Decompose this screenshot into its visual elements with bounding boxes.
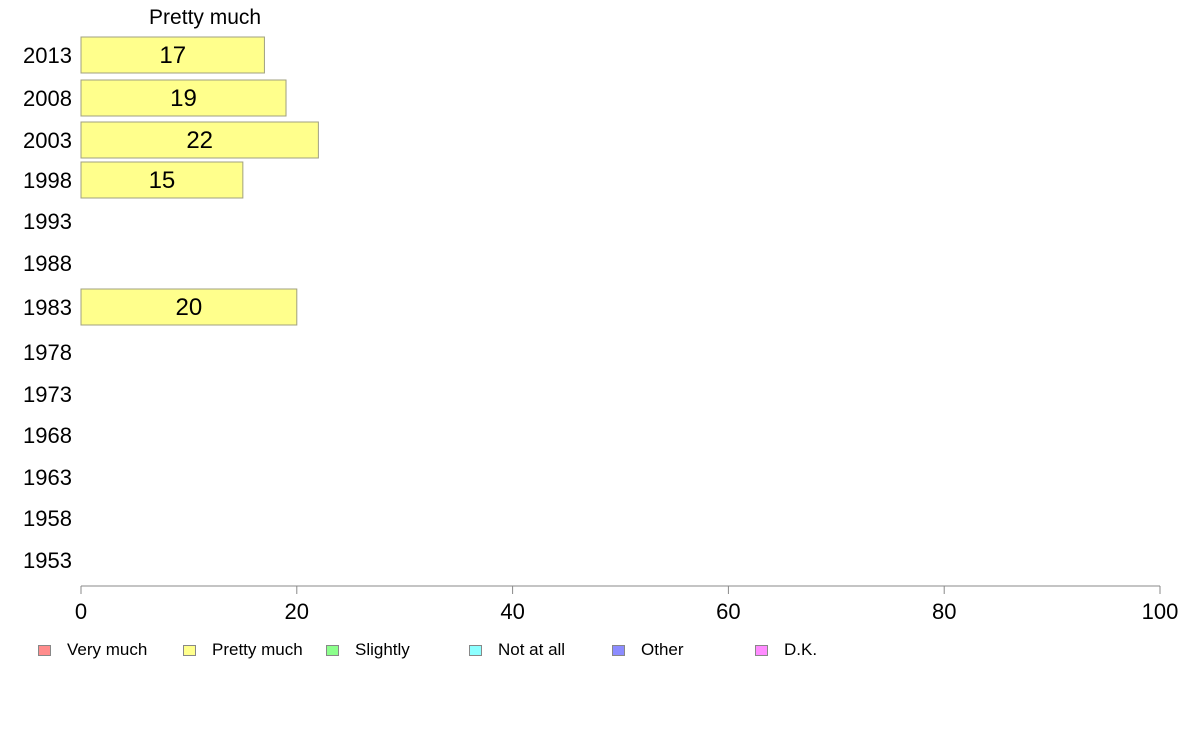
category-label: 1968 <box>23 423 72 448</box>
bar-chart-svg: 2013 2008 2003 1998 1993 1988 1983 1978 1973 1968… <box>23 36 1179 624</box>
x-tick-label: 40 <box>500 599 524 624</box>
legend-item: Not at all <box>469 636 565 664</box>
bar <box>80 161 244 199</box>
legend-swatch <box>469 644 482 656</box>
bar <box>80 79 287 117</box>
bar-value-label: 19 <box>170 85 197 112</box>
category-label: 1978 <box>23 340 72 365</box>
bar-value-label: 20 <box>176 294 203 321</box>
bar <box>80 121 319 159</box>
legend: Very much Pretty much Slightly Not at all Ot… <box>0 636 1188 666</box>
bar <box>80 288 298 326</box>
legend-swatch <box>612 644 625 656</box>
legend-item: Other <box>612 636 684 664</box>
legend-swatch <box>755 644 768 656</box>
bar-value-label: 22 <box>186 127 213 154</box>
category-label: 2013 <box>23 43 72 68</box>
x-tick-label: 80 <box>932 599 956 624</box>
legend-item: Pretty much <box>183 636 303 664</box>
category-label: 1963 <box>23 465 72 490</box>
category-label: 1953 <box>23 548 72 573</box>
category-label: 1993 <box>23 209 72 234</box>
x-tick-label: 0 <box>75 599 87 624</box>
legend-label: Slightly <box>355 640 410 659</box>
category-label: 1958 <box>23 506 72 531</box>
legend-label: Not at all <box>498 640 566 659</box>
category-label: 1973 <box>23 382 72 407</box>
legend-item: Very much <box>38 636 147 664</box>
x-tick-label: 100 <box>1142 599 1179 624</box>
legend-label: D.K. <box>784 640 818 659</box>
legend-swatch <box>38 644 51 656</box>
series-header-label: Pretty much <box>149 6 262 29</box>
bar-value-label: 17 <box>159 42 186 69</box>
category-label: 2008 <box>23 86 72 111</box>
category-label: 1998 <box>23 168 72 193</box>
legend-swatch <box>183 644 196 656</box>
category-label: 2003 <box>23 128 72 153</box>
legend-label: Very much <box>67 640 148 659</box>
legend-label: Other <box>641 640 684 659</box>
x-tick-label: 60 <box>716 599 740 624</box>
bar-value-label: 15 <box>149 167 176 194</box>
legend-label: Pretty much <box>212 640 303 659</box>
bar <box>80 36 265 74</box>
category-label: 1988 <box>23 251 72 276</box>
legend-swatch <box>326 644 339 656</box>
legend-item: Slightly <box>326 636 410 664</box>
x-tick-label: 20 <box>285 599 309 624</box>
category-label: 1983 <box>23 295 72 320</box>
legend-item: D.K. <box>755 636 817 664</box>
